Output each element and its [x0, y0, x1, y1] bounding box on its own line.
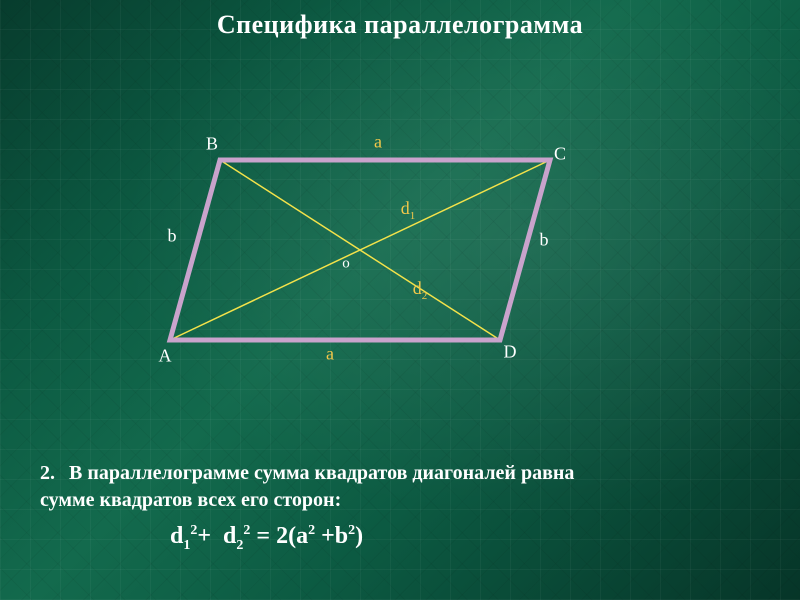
side-label-left: b: [168, 226, 177, 247]
parallelogram-svg: [130, 130, 570, 360]
center-label: о: [342, 256, 350, 273]
theorem-line2: сумме квадратов всех его сторон:: [40, 489, 341, 511]
vertex-label-b: В: [206, 134, 218, 155]
f-plus1: +: [197, 523, 217, 549]
f-plus2: +b: [315, 523, 348, 549]
theorem-block: 2. В параллелограмме сумма квадратов диа…: [40, 460, 760, 556]
diagonal-label-d2: d2: [413, 278, 428, 302]
f-d2: d: [223, 523, 236, 549]
theorem-text: В параллелограмме сумма квадратов диагон…: [40, 462, 574, 511]
vertex-label-d: D: [504, 342, 517, 363]
diagonal-label-d1: d1: [401, 198, 416, 222]
theorem-formula: d12+ d22 = 2(a2 +b2): [40, 520, 760, 556]
diagonal-bd: [220, 160, 500, 340]
d2-sub: 2: [422, 290, 428, 302]
side-label-top: а: [374, 132, 382, 153]
f-d1: d: [170, 523, 183, 549]
side-label-bottom: а: [326, 344, 334, 365]
f-close: ): [355, 523, 363, 549]
vertex-label-c: С: [554, 144, 566, 165]
slide: Специфика параллелограмма А В С D а а b …: [0, 0, 800, 600]
theorem-number: 2.: [40, 460, 64, 487]
d1-base: d: [401, 198, 410, 218]
f-d1-sub: 1: [183, 538, 190, 553]
d2-base: d: [413, 278, 422, 298]
f-d2-sub: 2: [236, 538, 243, 553]
slide-title: Специфика параллелограмма: [0, 10, 800, 40]
d1-sub: 1: [410, 210, 416, 222]
vertex-label-a: А: [159, 346, 172, 367]
parallelogram-diagram: А В С D а а b b d1 d2 о: [130, 130, 570, 360]
f-eq: = 2(a: [250, 523, 308, 549]
theorem-line1: В параллелограмме сумма квадратов диагон…: [69, 462, 574, 484]
side-label-right: b: [540, 230, 549, 251]
